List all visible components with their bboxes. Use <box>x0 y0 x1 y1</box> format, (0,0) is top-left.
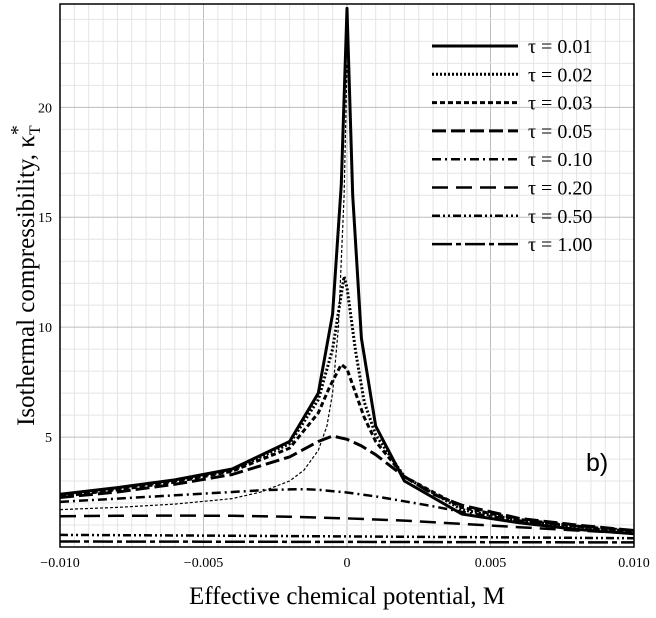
y-axis-label-sup: * <box>7 125 29 135</box>
y-axis-label: Isothermal compressibility, κ*T <box>7 125 44 426</box>
series-line-1-00 <box>60 540 634 544</box>
x-tick-label: −0.005 <box>184 556 223 571</box>
legend-label: τ = 0.20 <box>528 178 592 200</box>
legend: τ = 0.01 τ = 0.02 τ = 0.03 τ = 0.05 τ = 0.10… <box>432 36 592 256</box>
panel-annotation: b) <box>586 449 608 477</box>
y-tick-label: 15 <box>38 211 52 226</box>
svg-text:Isothermal compressibility, κ*: Isothermal compressibility, κ*T <box>7 125 44 426</box>
x-axis-label: Effective chemical potential, M <box>189 583 505 610</box>
series-line-0-10 <box>60 487 634 532</box>
y-axis-label-sub: T <box>27 125 44 135</box>
x-tick-label: 0.005 <box>475 556 507 571</box>
plot-frame <box>59 3 635 548</box>
series-line-0-50 <box>60 533 634 540</box>
legend-label: τ = 0.50 <box>528 206 592 228</box>
tick-labels: −0.010 −0.005 0 0.005 0.010 5 10 15 20 <box>38 101 650 571</box>
legend-label: τ = 0.05 <box>528 121 592 143</box>
legend-label: τ = 0.03 <box>528 93 592 115</box>
x-tick-label: 0.010 <box>618 556 650 571</box>
legend-label: τ = 0.01 <box>528 36 592 58</box>
legend-label: τ = 0.02 <box>528 64 592 86</box>
x-tick-label: 0 <box>344 556 351 571</box>
legend-label: τ = 1.00 <box>528 234 592 256</box>
y-tick-label: 5 <box>45 431 52 446</box>
series-line-reference <box>60 63 348 511</box>
series-line-0-05 <box>60 434 634 532</box>
series-line-0-01 <box>60 6 634 536</box>
legend-label: τ = 0.10 <box>528 149 592 171</box>
series-line-0-03 <box>60 363 634 534</box>
x-tick-label: −0.010 <box>40 556 79 571</box>
y-axis-label-main: Isothermal compressibility, κ <box>13 135 40 426</box>
series-layer <box>60 6 634 544</box>
y-tick-label: 10 <box>38 321 52 336</box>
y-tick-label: 20 <box>38 101 52 116</box>
